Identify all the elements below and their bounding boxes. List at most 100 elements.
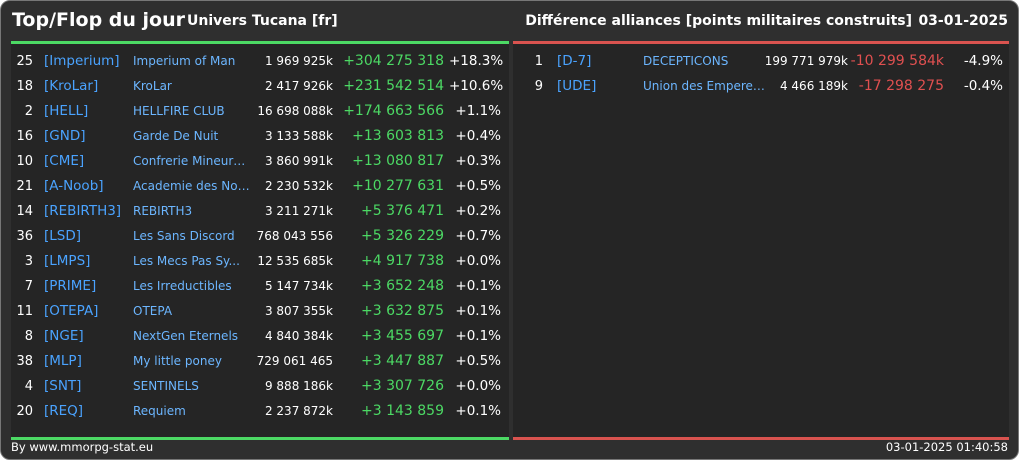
alliance-name: My little poney (133, 354, 222, 368)
alliance-points: 5 147 734k (264, 279, 333, 293)
points-difference: +4 917 738 (361, 253, 444, 269)
alliance-tag: [Imperium] (44, 53, 120, 69)
percent-change: +1.1% (455, 103, 501, 119)
alliance-points: 16 698 088k (257, 104, 333, 118)
alliance-name: Imperium of Man (133, 54, 236, 68)
percent-change: +0.7% (455, 228, 501, 244)
points-difference: +13 603 813 (352, 128, 444, 144)
alliance-rank: 10 (16, 154, 33, 169)
alliance-name: SENTINELS (133, 379, 199, 393)
points-difference: +3 307 726 (361, 378, 444, 394)
alliance-rank: 9 (534, 79, 543, 94)
alliance-rank: 1 (534, 54, 543, 69)
alliance-rank: 3 (24, 254, 33, 269)
top-row: 14 [REBIRTH3] REBIRTH3 3 211 271k +5 376 471… (11, 199, 509, 224)
percent-change: +0.3% (455, 153, 501, 169)
flop-row: 1 [D-7] DECEPTICONS 199 771 979k -10 299 584… (513, 49, 1009, 74)
alliance-tag: [KroLar] (44, 78, 99, 94)
alliance-rank: 2 (24, 104, 33, 119)
alliance-rank: 14 (16, 204, 33, 219)
alliance-points: 9 888 186k (264, 379, 333, 393)
alliance-tag: [HELL] (44, 103, 89, 119)
footer-timestamp: 03-01-2025 01:40:58 (885, 440, 1008, 454)
alliance-name: Academie des Noob... (133, 179, 251, 193)
percent-change: +0.2% (455, 203, 501, 219)
percent-change: +0.4% (455, 128, 501, 144)
percent-change: +0.1% (455, 278, 501, 294)
points-difference: +10 277 631 (352, 178, 444, 194)
header: Top/Flop du jour Univers Tucana [fr] Dif… (1, 1, 1018, 39)
percent-change: +0.5% (455, 353, 501, 369)
alliance-tag: [CME] (44, 153, 85, 169)
points-difference: +5 326 229 (361, 228, 444, 244)
alliance-points: 3 860 991k (264, 154, 333, 168)
top-row: 2 [HELL] HELLFIRE CLUB 16 698 088k +174 663 … (11, 99, 509, 124)
alliance-rank: 4 (24, 379, 33, 394)
top-row: 10 [CME] Confrerie Mineurs ... 3 860 991k +1… (11, 149, 509, 174)
points-difference: -17 298 275 (858, 78, 944, 94)
difference-title: Différence alliances [points militaires … (525, 13, 912, 29)
percent-change: +0.1% (455, 328, 501, 344)
top-row: 4 [SNT] SENTINELS 9 888 186k +3 307 726 +0.0% (11, 374, 509, 399)
alliance-points: 4 840 384k (264, 329, 333, 343)
alliance-name: Garde De Nuit (133, 129, 219, 143)
alliance-name: Union des Empereur... (643, 79, 768, 93)
page-title: Top/Flop du jour (12, 9, 185, 31)
percent-change: +0.0% (455, 378, 501, 394)
alliance-points: 729 061 465 (256, 354, 333, 368)
alliance-tag: [NGE] (44, 328, 84, 344)
percent-change: +18.3% (449, 53, 504, 69)
alliance-points: 1 969 925k (264, 54, 333, 68)
alliance-points: 2 237 872k (264, 404, 333, 418)
alliance-tag: [GND] (44, 128, 86, 144)
flop-row: 9 [UDE] Union des Empereur... 4 466 189k -17… (513, 74, 1009, 99)
alliance-points: 3 211 271k (264, 204, 333, 218)
top-row: 3 [LMPS] Les Mecs Pas Sy... 12 535 685k +4 9… (11, 249, 509, 274)
alliance-rank: 7 (24, 279, 33, 294)
top-row: 38 [MLP] My little poney 729 061 465 +3 447 … (11, 349, 509, 374)
alliance-name: DECEPTICONS (643, 54, 729, 68)
alliance-points: 12 535 685k (257, 254, 333, 268)
alliance-tag: [REQ] (44, 403, 84, 419)
source-credit: By www.mmorpg-stat.eu (11, 440, 154, 454)
top-row: 21 [A-Noob] Academie des Noob... 2 230 532k… (11, 174, 509, 199)
alliance-tag: [UDE] (557, 78, 597, 94)
alliance-tag: [MLP] (44, 353, 82, 369)
points-difference: +13 080 817 (352, 153, 444, 169)
header-date: 03-01-2025 (918, 13, 1008, 29)
top-row: 18 [KroLar] KroLar 2 417 926k +231 542 514 +1… (11, 74, 509, 99)
top-row: 16 [GND] Garde De Nuit 3 133 588k +13 603 81… (11, 124, 509, 149)
flop-alliances-panel: 1 [D-7] DECEPTICONS 199 771 979k -10 299 584… (513, 41, 1009, 440)
alliance-rank: 18 (16, 79, 33, 94)
alliance-name: KroLar (133, 79, 172, 93)
alliance-rank: 25 (16, 54, 33, 69)
percent-change: +0.5% (455, 178, 501, 194)
top-row: 36 [LSD] Les Sans Discord 768 043 556 +5 326… (11, 224, 509, 249)
alliance-points: 3 807 355k (264, 304, 333, 318)
alliance-name: Les Mecs Pas Sy... (133, 254, 240, 268)
alliance-tag: [A-Noob] (44, 178, 104, 194)
alliance-name: Les Irreductibles (133, 279, 232, 293)
points-difference: +3 632 875 (361, 303, 444, 319)
points-difference: +304 275 318 (343, 53, 444, 69)
alliance-points: 2 230 532k (264, 179, 333, 193)
alliance-points: 4 466 189k (779, 79, 848, 93)
alliance-points: 3 133 588k (264, 129, 333, 143)
alliance-rank: 36 (16, 229, 33, 244)
alliance-tag: [REBIRTH3] (44, 203, 122, 219)
top-row: 7 [PRIME] Les Irreductibles 5 147 734k +3 65… (11, 274, 509, 299)
alliance-points: 199 771 979k (764, 54, 848, 68)
percent-change: +0.1% (455, 303, 501, 319)
percent-change: +0.0% (455, 253, 501, 269)
top-row: 11 [OTEPA] OTEPA 3 807 355k +3 632 875 +0.1% (11, 299, 509, 324)
points-difference: -10 299 584k (850, 53, 944, 69)
top-row: 8 [NGE] NextGen Eternels 4 840 384k +3 455 6… (11, 324, 509, 349)
percent-change: -4.9% (963, 53, 1003, 69)
alliance-name: Requiem (133, 404, 186, 418)
alliance-tag: [LSD] (44, 228, 82, 244)
alliance-tag: [OTEPA] (44, 303, 99, 319)
alliance-name: NextGen Eternels (133, 329, 239, 343)
alliance-rank: 38 (16, 354, 33, 369)
alliance-rank: 20 (16, 404, 33, 419)
